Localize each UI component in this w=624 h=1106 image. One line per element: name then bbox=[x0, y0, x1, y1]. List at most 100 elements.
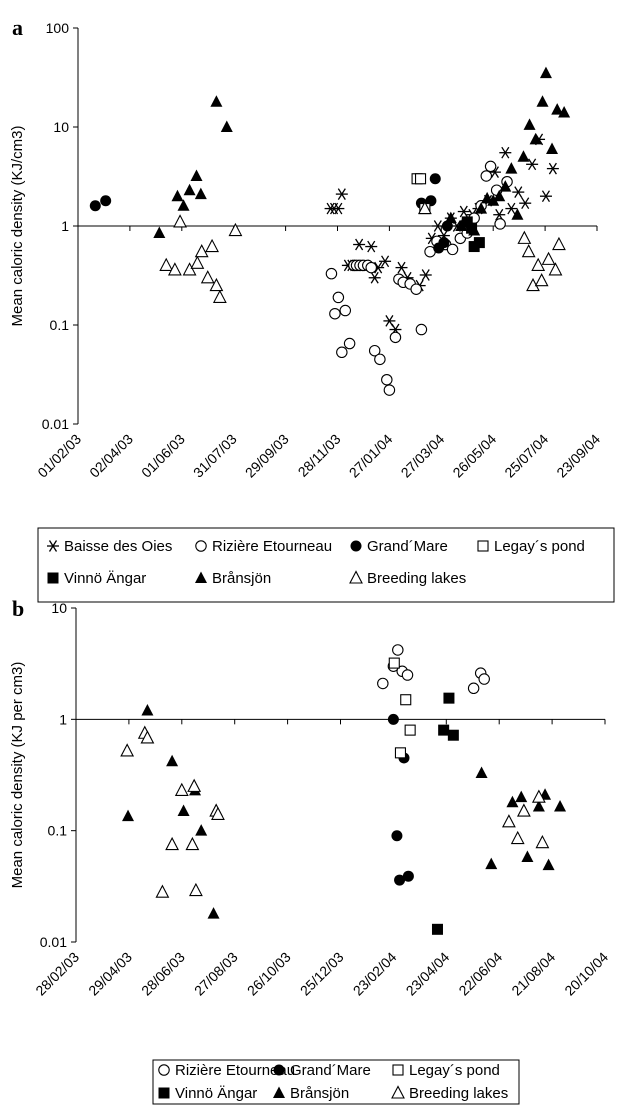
data-point bbox=[517, 150, 530, 162]
x-tick-label: 27/01/04 bbox=[346, 431, 396, 481]
data-point bbox=[523, 118, 536, 130]
data-point-stroke bbox=[337, 188, 346, 200]
legend-label: Legay´s pond bbox=[494, 538, 585, 555]
data-point bbox=[171, 189, 184, 202]
data-point bbox=[325, 267, 338, 280]
legend-marker bbox=[47, 540, 59, 552]
legend-marker-stroke bbox=[48, 540, 58, 552]
legend-marker bbox=[273, 1086, 285, 1098]
data-point bbox=[329, 307, 341, 320]
data-point bbox=[457, 205, 470, 218]
data-point bbox=[438, 237, 450, 249]
data-point bbox=[207, 907, 220, 919]
data-point bbox=[374, 353, 386, 366]
data-point bbox=[200, 270, 215, 284]
data-point bbox=[521, 850, 534, 863]
y-axis-title: Mean caloric density (KJ/cm3) bbox=[9, 126, 26, 327]
x-tick-label: 27/08/03 bbox=[191, 949, 241, 999]
data-point bbox=[339, 304, 352, 317]
data-point bbox=[368, 344, 381, 357]
data-point bbox=[332, 202, 345, 215]
x-tick-label: 23/04/04 bbox=[403, 949, 453, 999]
y-tick-label: 0.01 bbox=[42, 416, 69, 432]
data-point bbox=[190, 255, 205, 269]
data-point bbox=[529, 132, 542, 145]
data-point bbox=[188, 882, 203, 897]
data-point-stroke bbox=[381, 255, 390, 268]
legend-label: Baisse des Oies bbox=[64, 538, 172, 555]
y-tick-label: 0.01 bbox=[40, 934, 67, 950]
legend-item-legay-s-pond: Legay´s pond bbox=[392, 1062, 500, 1079]
x-tick-label: 29/09/03 bbox=[242, 431, 292, 481]
data-point bbox=[455, 219, 468, 231]
data-point bbox=[167, 262, 182, 276]
series-riziere-etourneau bbox=[377, 644, 490, 695]
data-point-stroke bbox=[367, 240, 376, 253]
data-point bbox=[159, 257, 174, 271]
data-point bbox=[402, 870, 414, 882]
data-point bbox=[174, 782, 189, 796]
data-point bbox=[392, 644, 404, 656]
data-point-stroke bbox=[548, 162, 557, 175]
legend-item-vinno-angar: Vinnö Ängar bbox=[158, 1085, 257, 1102]
data-point bbox=[475, 766, 488, 778]
legend-item-bransjon: Brånsjön bbox=[195, 570, 271, 587]
data-point bbox=[401, 669, 414, 681]
data-point bbox=[335, 188, 348, 200]
data-point-stroke bbox=[370, 271, 379, 284]
data-point bbox=[526, 158, 539, 171]
x-tick-label: 28/11/03 bbox=[294, 431, 343, 480]
y-tick-label: 10 bbox=[53, 119, 69, 135]
data-point bbox=[391, 830, 403, 842]
data-point bbox=[212, 289, 227, 303]
data-point bbox=[141, 704, 154, 716]
data-point bbox=[209, 277, 224, 292]
data-point bbox=[395, 261, 408, 274]
data-point bbox=[478, 673, 490, 685]
data-point bbox=[187, 778, 202, 792]
legend-marker bbox=[158, 1064, 170, 1076]
data-point bbox=[431, 220, 444, 232]
data-point bbox=[415, 323, 428, 336]
data-point bbox=[388, 657, 400, 669]
legend-box bbox=[152, 1059, 520, 1105]
data-point bbox=[190, 169, 203, 181]
data-point bbox=[365, 240, 378, 253]
panel-label: a bbox=[12, 15, 23, 40]
legend-label: Breeding lakes bbox=[367, 570, 466, 587]
data-point bbox=[519, 197, 532, 210]
data-point bbox=[368, 271, 381, 284]
data-point bbox=[461, 216, 473, 228]
legend-label: Grand´Mare bbox=[367, 538, 448, 555]
series-breeding-lakes bbox=[159, 200, 566, 303]
data-point bbox=[194, 244, 209, 258]
data-point-stroke bbox=[521, 197, 530, 210]
data-point bbox=[531, 257, 546, 271]
data-point-stroke bbox=[452, 220, 461, 232]
legend-marker bbox=[391, 1085, 405, 1099]
data-point-stroke bbox=[433, 220, 442, 232]
panel-label: b bbox=[12, 596, 24, 621]
series-vinno-angar bbox=[431, 692, 459, 935]
data-point bbox=[521, 244, 536, 258]
data-point bbox=[336, 346, 348, 359]
data-point bbox=[546, 142, 559, 154]
data-point bbox=[493, 189, 506, 202]
data-point-stroke bbox=[528, 158, 537, 171]
legend-item-grand-mare: Grand´Mare bbox=[350, 538, 448, 555]
x-tick-label: 22/06/04 bbox=[455, 949, 505, 999]
x-tick-label: 25/07/04 bbox=[501, 431, 551, 481]
data-point bbox=[332, 291, 345, 304]
data-point-stroke bbox=[334, 202, 343, 215]
x-tick-label: 01/02/03 bbox=[34, 431, 84, 481]
y-tick-label: 1 bbox=[61, 218, 69, 234]
data-point bbox=[468, 224, 481, 236]
legend-label: Vinnö Ängar bbox=[64, 570, 146, 587]
data-point-stroke bbox=[507, 202, 516, 215]
legend-label: Grand´Mare bbox=[290, 1062, 371, 1079]
data-point bbox=[441, 220, 453, 232]
data-point bbox=[548, 262, 563, 276]
data-point bbox=[475, 202, 488, 214]
data-point bbox=[343, 337, 356, 350]
data-point bbox=[377, 677, 389, 690]
